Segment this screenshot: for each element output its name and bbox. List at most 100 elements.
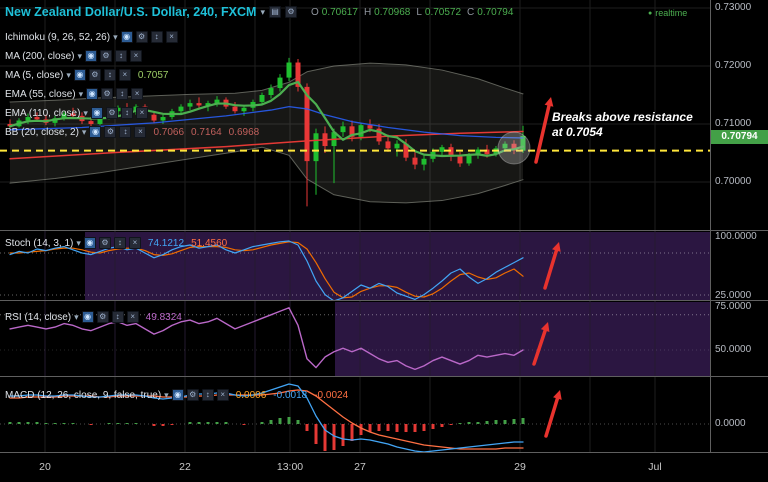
realtime-dot-icon: ● (648, 9, 653, 17)
time-axis[interactable]: 20 22 13:00 27 29 Jul (0, 452, 768, 482)
close-icon[interactable]: × (216, 389, 229, 401)
time-axis-label: 27 (354, 461, 366, 473)
stoch-chart-canvas[interactable] (0, 231, 710, 301)
close-icon[interactable]: × (131, 88, 144, 100)
chevron-down-icon[interactable]: ▾ (164, 389, 169, 400)
chevron-down-icon[interactable]: ▾ (78, 88, 84, 99)
ohlc-values: O 0.70617 H 0.70968 L 0.70572 C 0.70794 (305, 7, 513, 18)
pane-divider[interactable] (0, 376, 768, 377)
move-icon[interactable]: ↕ (113, 237, 126, 249)
close-icon[interactable]: × (135, 107, 148, 119)
breakout-arrow (534, 97, 554, 164)
rsi-pane[interactable]: RSI (14, close) ▾ ◉ ⚙ ↕ × 49.8324 (0, 301, 710, 377)
time-axis-label: 13:00 (276, 461, 304, 473)
eye-icon[interactable]: ◉ (90, 107, 103, 119)
realtime-badge: ● realtime (648, 8, 687, 18)
close-icon[interactable]: × (134, 126, 147, 138)
gear-icon[interactable]: ⚙ (98, 237, 111, 249)
grid-layer (0, 0, 710, 231)
eye-icon[interactable]: ◉ (89, 126, 102, 138)
eye-icon[interactable]: ◉ (83, 237, 96, 249)
indicator-name[interactable]: MACD (12, 26, close, 9, false, true) (5, 389, 162, 401)
eye-icon[interactable]: ◉ (73, 69, 86, 81)
ema55-line (9, 105, 524, 139)
pane-divider[interactable] (0, 300, 768, 301)
move-icon[interactable]: ↕ (201, 389, 214, 401)
move-icon[interactable]: ↕ (103, 69, 116, 81)
annotation-line1: Breaks above resistance (552, 110, 693, 124)
indicator-name[interactable]: Stoch (14, 3, 1) (5, 237, 74, 249)
close-value: 0.70794 (477, 6, 514, 18)
indicator-value: 0.7164 (191, 126, 222, 138)
price-scale-label: 50.0000 (715, 344, 752, 355)
high-value: 0.70968 (374, 6, 411, 18)
move-icon[interactable]: ↕ (119, 126, 132, 138)
gear-icon[interactable]: ⚙ (104, 126, 117, 138)
gear-icon[interactable]: ⚙ (105, 107, 118, 119)
gear-icon[interactable]: ⚙ (186, 389, 199, 401)
gear-icon[interactable]: ⚙ (101, 88, 114, 100)
annotation-line2: at 0.7054 (552, 125, 603, 139)
time-axis-label: 20 (39, 461, 51, 473)
indicator-name[interactable]: BB (20, close, 2) (5, 126, 79, 138)
gear-icon[interactable]: ⚙ (96, 311, 109, 323)
price-scale[interactable]: 0.70794 0.73000 0.72000 0.71000 0.70000 100.… (710, 0, 768, 452)
eye-icon[interactable]: ◉ (81, 311, 94, 323)
eye-icon[interactable]: ◉ (120, 31, 133, 43)
macd-line (9, 383, 524, 452)
gear-icon[interactable]: ⚙ (88, 69, 101, 81)
move-icon[interactable]: ↕ (115, 50, 128, 62)
chevron-down-icon[interactable]: ▾ (66, 69, 71, 80)
series-settings-button[interactable]: ⚙ (285, 6, 297, 18)
indicator-row-ema110: EMA (110, close) ▾ ◉ ⚙ ↕ × (5, 107, 148, 119)
move-icon[interactable]: ↕ (120, 107, 133, 119)
stoch-pane[interactable]: Stoch (14, 3, 1) ▾ ◉ ⚙ ↕ × 74.1212 51.45… (0, 231, 710, 301)
gear-icon[interactable]: ⚙ (135, 31, 148, 43)
chevron-down-icon[interactable]: ▾ (76, 237, 81, 248)
close-icon[interactable]: × (130, 50, 143, 62)
main-price-pane[interactable]: New Zealand Dollar/U.S. Dollar, 240, FXC… (0, 0, 710, 231)
eye-icon[interactable]: ◉ (85, 50, 98, 62)
price-scale-label: 0.73000 (715, 2, 752, 13)
macd-pane[interactable]: MACD (12, 26, close, 9, false, true) ▾ ◉… (0, 377, 710, 452)
chevron-down-icon[interactable]: ▾ (83, 107, 88, 118)
annotation-text[interactable]: Breaks above resistance at 0.7054 (552, 110, 693, 140)
pane-divider[interactable] (0, 230, 768, 231)
move-icon[interactable]: ↕ (150, 31, 163, 43)
ma200-line (9, 130, 524, 160)
indicator-name[interactable]: MA (5, close) (5, 69, 64, 81)
chevron-down-icon[interactable]: ▾ (81, 126, 87, 137)
indicator-name[interactable]: RSI (14, close) (5, 311, 72, 323)
eye-icon[interactable]: ◉ (171, 389, 184, 401)
price-scale-label: 100.0000 (715, 231, 757, 242)
rsi-arrow (532, 322, 550, 366)
chart-style-button[interactable]: ▤ (269, 6, 281, 18)
stoch-k-value: 74.1212 (147, 237, 185, 249)
rsi-chart-canvas[interactable] (0, 301, 710, 377)
indicator-name[interactable]: EMA (110, close) (5, 107, 81, 119)
open-label: O (311, 6, 319, 18)
time-axis-label: 22 (179, 461, 191, 473)
move-icon[interactable]: ↕ (111, 311, 124, 323)
move-icon[interactable]: ↕ (116, 88, 129, 100)
gear-icon[interactable]: ⚙ (100, 50, 113, 62)
close-icon[interactable]: × (165, 31, 178, 43)
chevron-down-icon[interactable]: ▾ (77, 50, 83, 61)
close-icon[interactable]: × (118, 69, 131, 81)
eye-icon[interactable]: ◉ (86, 88, 99, 100)
low-label: L (416, 6, 422, 18)
chevron-down-icon[interactable]: ▾ (113, 31, 118, 42)
indicator-name[interactable]: Ichimoku (9, 26, 52, 26) (5, 31, 111, 43)
price-scale-label: 75.0000 (715, 301, 752, 312)
indicator-row-macd: MACD (12, 26, close, 9, false, true) ▾ ◉… (5, 389, 348, 401)
chevron-down-icon[interactable]: ▾ (260, 6, 265, 17)
macd-chart-canvas[interactable] (0, 377, 710, 452)
indicator-name[interactable]: EMA (55, close) (5, 88, 76, 100)
symbol-title[interactable]: New Zealand Dollar/U.S. Dollar, 240, FXC… (5, 5, 257, 19)
indicator-name[interactable]: MA (200, close) (5, 50, 75, 62)
symbol-title-row: New Zealand Dollar/U.S. Dollar, 240, FXC… (5, 5, 513, 19)
close-icon[interactable]: × (128, 237, 141, 249)
close-icon[interactable]: × (126, 311, 139, 323)
rsi-line (9, 307, 524, 371)
chevron-down-icon[interactable]: ▾ (74, 311, 79, 322)
